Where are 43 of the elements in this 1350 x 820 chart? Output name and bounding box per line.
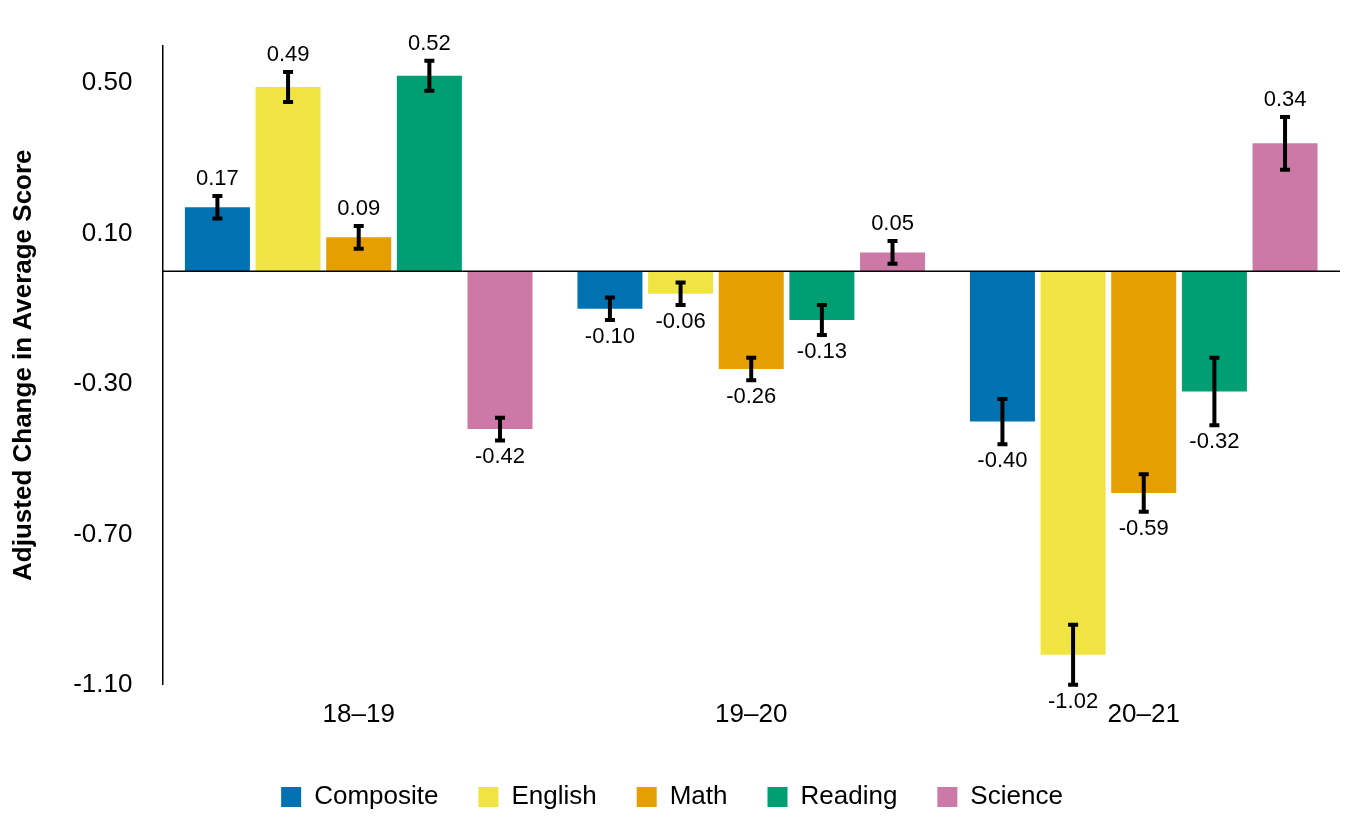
- bar: [789, 271, 855, 321]
- data-label: -0.40: [977, 447, 1028, 473]
- bar: [1252, 143, 1318, 272]
- bar: [577, 271, 643, 309]
- y-tick-label: 0.10: [81, 216, 133, 247]
- bar: [326, 237, 392, 272]
- data-label: 0.17: [196, 165, 239, 191]
- bar: [255, 86, 321, 272]
- bar: [1040, 271, 1106, 655]
- data-label: 0.05: [871, 210, 914, 236]
- legend-label: Composite: [314, 780, 439, 811]
- data-label: 0.49: [266, 40, 310, 66]
- x-tick-label: 19–20: [715, 697, 788, 728]
- data-label: 0.34: [1263, 86, 1307, 112]
- legend-label: Math: [669, 780, 728, 811]
- y-tick-label: -1.10: [73, 667, 133, 698]
- data-label: -0.59: [1118, 514, 1169, 540]
- data-label: -1.02: [1048, 687, 1099, 713]
- x-tick-label: 18–19: [322, 697, 395, 728]
- y-tick-label: -0.30: [73, 367, 133, 398]
- y-tick-label: -0.70: [73, 517, 133, 548]
- bar: [396, 75, 462, 272]
- data-label: -0.13: [796, 338, 847, 364]
- y-axis-title: Adjusted Change in Average Score: [6, 149, 37, 581]
- legend-label: English: [511, 780, 597, 811]
- data-label: 0.09: [337, 195, 381, 221]
- bar: [718, 271, 784, 369]
- data-label: -0.10: [584, 323, 635, 349]
- x-tick-label: 20–21: [1107, 697, 1180, 728]
- legend-label: Science: [970, 780, 1063, 811]
- y-tick-label: 0.50: [81, 66, 133, 97]
- data-label: -0.32: [1189, 428, 1240, 454]
- legend-label: Reading: [800, 780, 898, 811]
- data-label: 0.52: [407, 29, 451, 55]
- data-label: -0.26: [726, 383, 777, 409]
- bar: [184, 207, 250, 272]
- data-label: -0.06: [655, 308, 706, 334]
- data-label: -0.42: [474, 443, 526, 469]
- bar: [969, 271, 1035, 422]
- bar: [467, 271, 533, 430]
- bar: [648, 271, 714, 294]
- bar: [1111, 271, 1177, 494]
- bar: [1181, 271, 1247, 392]
